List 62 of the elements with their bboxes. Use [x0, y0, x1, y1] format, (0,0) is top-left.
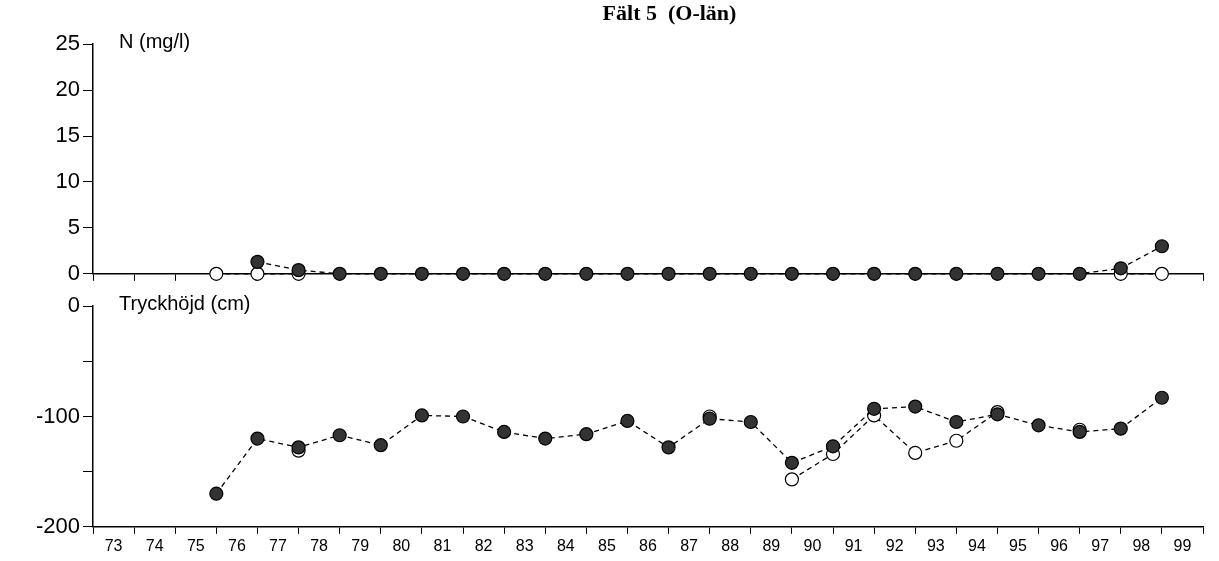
point — [250, 431, 265, 446]
x-tick-label: 94 — [967, 536, 986, 554]
point — [209, 486, 224, 501]
x-tick-label: 80 — [392, 536, 411, 554]
y-axis-title: N (mg/l) — [119, 29, 191, 52]
point — [825, 439, 841, 454]
point — [373, 438, 388, 453]
x-tick-label: 90 — [803, 536, 822, 554]
x-tick-label: 77 — [269, 536, 287, 554]
x-tick-label: 83 — [515, 536, 534, 554]
point — [908, 445, 923, 460]
y-tick-label: 0 — [67, 292, 80, 318]
x-tick-label: 82 — [474, 536, 493, 554]
x-tick-label: 98 — [1132, 536, 1151, 554]
x-tick-label: 84 — [556, 536, 575, 554]
point — [497, 424, 512, 440]
x-tick-label: 81 — [433, 536, 452, 554]
point — [867, 401, 882, 416]
point — [1154, 390, 1169, 405]
x-tick-label: 95 — [1009, 536, 1027, 554]
point — [1113, 421, 1128, 436]
y-tick-label: -100 — [35, 402, 80, 428]
point — [784, 455, 799, 470]
x-tick-label: 93 — [926, 536, 945, 554]
y-tick-label: 10 — [55, 168, 80, 194]
y-tick-label: 20 — [55, 76, 80, 102]
point — [949, 414, 964, 430]
x-tick-label: 73 — [104, 536, 123, 554]
point — [579, 427, 594, 442]
x-tick-label: 89 — [762, 536, 781, 554]
point — [414, 408, 429, 423]
x-tick-label: 99 — [1173, 536, 1192, 554]
y-tick-label: 25 — [55, 30, 80, 56]
x-tick-label: 78 — [310, 536, 329, 554]
point — [743, 414, 758, 430]
chart-title: Fält 5 (O-län) — [601, 0, 738, 26]
x-tick-label: 97 — [1091, 536, 1110, 554]
point — [455, 409, 471, 424]
x-tick-label: 85 — [597, 536, 616, 554]
point — [784, 472, 799, 487]
point — [661, 440, 676, 455]
point — [1031, 418, 1046, 433]
y-tick-label: 5 — [67, 213, 80, 239]
x-tick-label: 79 — [351, 536, 370, 554]
x-tick-label: 76 — [227, 536, 246, 554]
point — [538, 431, 553, 446]
x-tick-label: 91 — [844, 536, 863, 554]
y-tick-label: 0 — [67, 259, 80, 285]
x-tick-label: 92 — [885, 536, 904, 554]
x-tick-label: 96 — [1050, 536, 1069, 554]
x-tick-label: 86 — [639, 536, 657, 554]
x-tick-label: 88 — [721, 536, 740, 554]
point — [620, 413, 635, 429]
point — [949, 433, 964, 448]
x-tick-label: 75 — [186, 536, 205, 554]
x-tick-label: 87 — [680, 536, 699, 554]
point — [332, 428, 347, 443]
point — [908, 399, 923, 414]
y-tick-label: 15 — [55, 122, 80, 148]
y-tick-label: -200 — [35, 512, 80, 538]
x-tick-label: 74 — [145, 536, 164, 554]
y-axis-title: Tryckhöjd (cm) — [119, 291, 251, 314]
